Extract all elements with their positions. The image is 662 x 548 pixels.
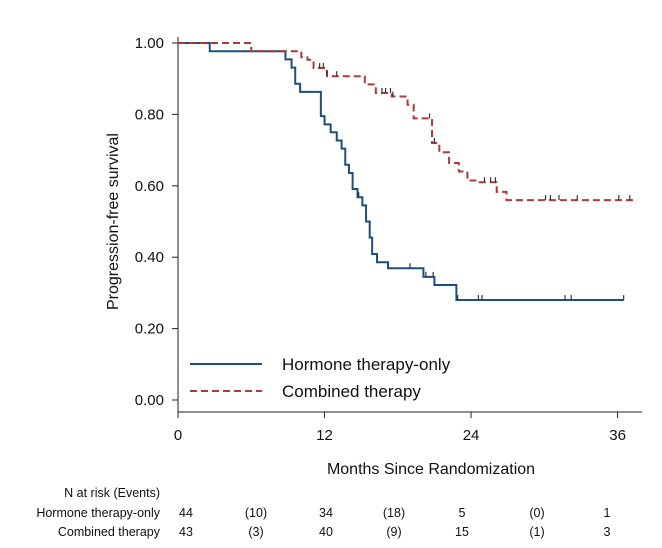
legend-label: Combined therapy	[282, 382, 421, 401]
x-tick-label: 24	[463, 427, 480, 444]
risk-row-label: Hormone therapy-only	[36, 506, 160, 520]
risk-table-header: N at risk (Events)	[64, 486, 160, 500]
y-tick-label: 1.00	[135, 35, 164, 52]
survival-curve	[178, 42, 638, 202]
series-layer	[178, 42, 638, 302]
risk-cell: 43	[179, 525, 193, 539]
x-tick-label: 0	[174, 427, 182, 444]
legend: Hormone therapy-only Combined therapy	[190, 355, 451, 401]
y-axis-label: Progression-free survival	[105, 133, 122, 310]
x-axis-label: Months Since Randomization	[327, 461, 535, 478]
x-tick-label: 12	[316, 427, 333, 444]
risk-cell: (0)	[529, 506, 544, 520]
risk-cell: (1)	[529, 525, 544, 539]
risk-cell: 44	[179, 506, 193, 520]
survival-curve	[178, 42, 624, 302]
y-tick-label: 0.40	[135, 249, 164, 266]
series-group	[178, 42, 638, 202]
risk-cell: 3	[604, 525, 611, 539]
y-tick-label: 0.60	[135, 178, 164, 195]
risk-cell: (10)	[245, 506, 267, 520]
y-tick-label: 0.80	[135, 106, 164, 123]
risk-cell: 5	[459, 506, 466, 520]
risk-row-label: Combined therapy	[58, 525, 161, 539]
risk-table: N at risk (Events) Hormone therapy-only 44…	[36, 486, 610, 539]
legend-label: Hormone therapy-only	[282, 355, 451, 374]
x-tick-label: 36	[609, 427, 626, 444]
risk-cell: (3)	[248, 525, 263, 539]
risk-cell: 34	[319, 506, 333, 520]
risk-cell: 40	[319, 525, 333, 539]
y-tick-label: 0.00	[135, 392, 164, 409]
series-group	[178, 42, 625, 302]
risk-cell: 1	[604, 506, 611, 520]
risk-cell: (9)	[386, 525, 401, 539]
risk-cell: 15	[455, 525, 469, 539]
risk-cell: (18)	[383, 506, 405, 520]
axes: 0.00 0.20 0.40 0.60 0.80 1.00 0 12 24 36 Progressi…	[105, 35, 642, 478]
y-tick-label: 0.20	[135, 321, 164, 338]
